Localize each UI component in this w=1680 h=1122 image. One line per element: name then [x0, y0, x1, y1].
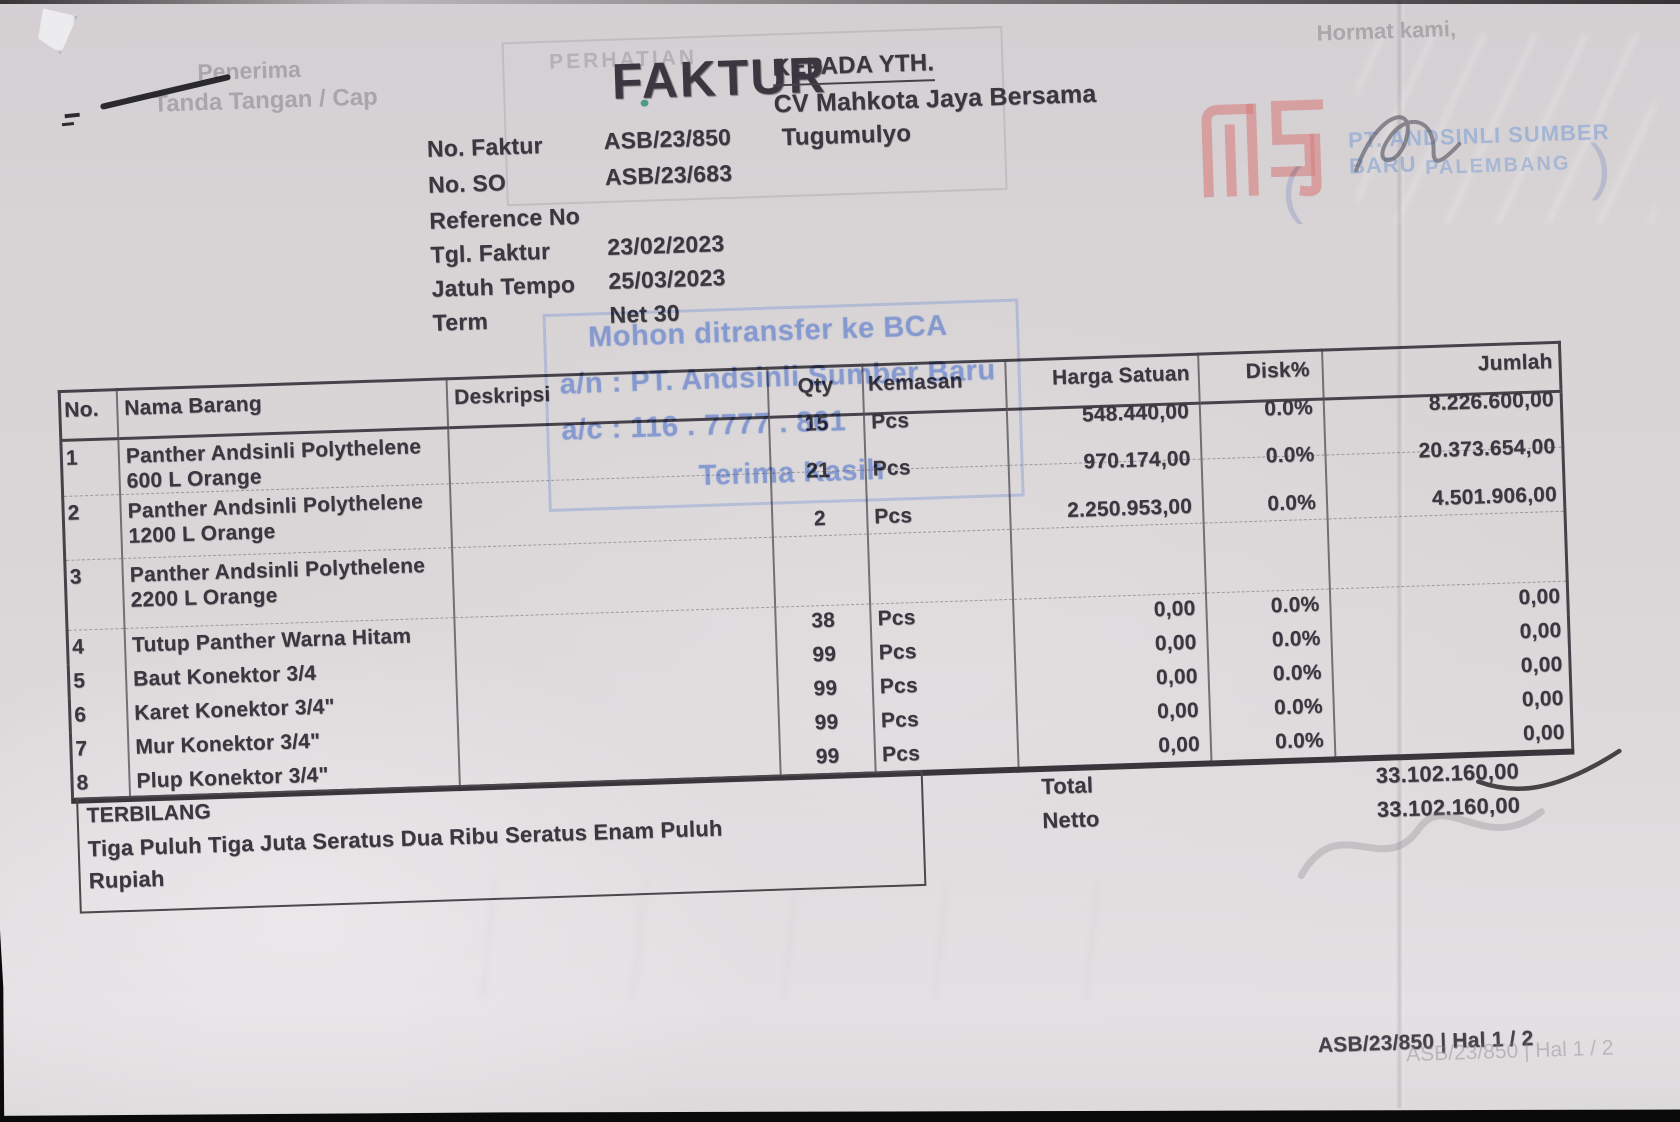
cell-nama-barang: Panther Andsinli Polythelene 1200 L Orang…	[120, 483, 453, 559]
detail-value-no-so: ASB/23/683	[604, 159, 733, 190]
cell-disk: 0.0%	[1203, 491, 1330, 594]
cell-deskripsi	[452, 537, 776, 618]
detail-label-reference-no: Reference No	[428, 202, 581, 234]
detail-label-jatuh-tempo: Jatuh Tempo	[431, 271, 576, 302]
detail-value-jatuh-tempo: 25/03/2023	[607, 264, 726, 294]
cell-no: 8	[76, 770, 89, 795]
pen-stroke	[100, 74, 231, 110]
bank-stamp-line3: a/c : 116 . 7777 . 861	[560, 405, 847, 447]
scanner-edge-left	[0, 930, 5, 1122]
column-header-no: No.	[59, 389, 119, 441]
paper-crease	[430, 880, 1130, 1000]
terbilang-amount-words-line2: Rupiah	[88, 865, 165, 894]
cell-no: 7	[75, 736, 88, 761]
cell-no: 3	[64, 558, 125, 631]
detail-value-no-faktur: ASB/23/850	[603, 123, 732, 155]
cell-jumlah: 4.501.906,00	[1327, 483, 1568, 589]
cell-no: 5	[72, 668, 86, 693]
cell-nama-barang: Panther Andsinli Polythelene 2200 L Orang…	[122, 547, 455, 629]
cell-harga-satuan: 2.250.953,00	[1010, 495, 1206, 600]
cell-no: 6	[73, 702, 87, 727]
pen-check-swoosh	[1476, 748, 1622, 791]
recipient-city: Tugumulyo	[781, 119, 912, 152]
cell-kemasan: Pcs	[874, 735, 1019, 774]
signature-paren-open: (	[1280, 156, 1304, 226]
hormat-kami-text: Hormat kami,	[1316, 16, 1457, 46]
bank-stamp-line4: Terima Kasih	[698, 453, 886, 493]
staple-fold-mark	[37, 7, 78, 54]
recipient-label: KEPADA YTH.	[772, 49, 935, 87]
detail-label-no-so: No. SO	[427, 169, 507, 198]
pencil-signature-ghost	[1297, 808, 1545, 880]
detail-label-tgl-faktur: Tgl. Faktur	[430, 237, 551, 268]
cell-disk: 0.0%	[1210, 724, 1336, 763]
company-logo-red	[1201, 99, 1324, 198]
scanner-edge-top	[0, 0, 1680, 4]
paper-fold-line	[1396, 0, 1405, 1108]
cell-kemasan: Pcs	[867, 504, 1014, 605]
total-label: Total	[1040, 772, 1094, 800]
netto-label: Netto	[1041, 806, 1100, 833]
pencil-signature	[1354, 115, 1462, 173]
cell-qty: 2	[772, 507, 871, 608]
bank-stamp-line2: a/n : PT. Andsinli Sumber Baru	[559, 354, 997, 401]
cell-no: 2	[62, 494, 123, 561]
bank-transfer-stamp: Mohon ditransfer ke BCA a/n : PT. Andsin…	[542, 298, 1025, 513]
detail-label-no-faktur: No. Faktur	[426, 132, 544, 162]
detail-label-term: Term	[432, 307, 489, 336]
terbilang-label: TERBILANG	[86, 800, 212, 828]
cell-no: 4	[71, 635, 85, 659]
pen-dash-mark	[61, 121, 75, 127]
cell-harga-satuan: 0,00	[1017, 728, 1212, 770]
bank-stamp-line1: Mohon ditransfer ke BCA	[587, 309, 949, 354]
pen-dash-mark	[64, 112, 80, 118]
cell-no: 1	[60, 438, 121, 497]
signature-paren-close: )	[1589, 132, 1612, 202]
detail-value-tgl-faktur: 23/02/2023	[606, 230, 725, 260]
